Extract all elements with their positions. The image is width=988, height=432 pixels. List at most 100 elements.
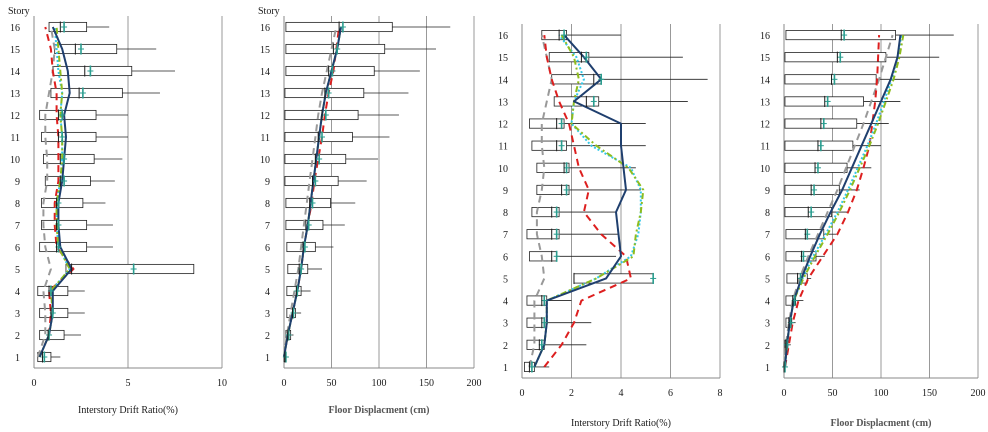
series-line bbox=[528, 34, 553, 368]
story-tick-label: 10 bbox=[260, 155, 270, 166]
series-line bbox=[283, 26, 342, 358]
panel-2: 0 50 100 150 20012345678910111213141516Story… bbox=[258, 6, 482, 416]
story-tick-label: 11 bbox=[498, 142, 508, 153]
box bbox=[573, 273, 654, 284]
story-tick-label: 15 bbox=[498, 53, 508, 64]
story-tick-label: 14 bbox=[10, 67, 20, 78]
series-line bbox=[283, 26, 338, 358]
x-tick-label: 5 bbox=[126, 378, 131, 389]
story-tick-label: 13 bbox=[498, 97, 508, 108]
series-line bbox=[38, 26, 75, 358]
story-tick-label: 10 bbox=[10, 155, 20, 166]
story-tick-label: 10 bbox=[498, 164, 508, 175]
x-axis-label: Interstory Drift Ratio(%) bbox=[78, 405, 178, 416]
story-tick-label: 12 bbox=[498, 120, 508, 131]
story-tick-label: 15 bbox=[10, 45, 20, 56]
series-line bbox=[38, 26, 73, 358]
box bbox=[39, 109, 97, 121]
story-tick-label: 4 bbox=[15, 287, 20, 298]
story-tick-label: 3 bbox=[265, 309, 270, 320]
box bbox=[285, 197, 331, 209]
x-tick-label: 50 bbox=[828, 388, 838, 399]
x-axis-label: Floor Displacment (cm) bbox=[329, 405, 430, 416]
series-line bbox=[283, 26, 341, 358]
story-tick-label: 12 bbox=[260, 111, 270, 122]
story-tick-label: 7 bbox=[765, 230, 770, 241]
story-tick-label: 1 bbox=[265, 353, 270, 364]
story-tick-label: 8 bbox=[503, 208, 508, 219]
story-tick-label: 11 bbox=[260, 133, 270, 144]
story-tick-label: 11 bbox=[760, 142, 770, 153]
story-tick-label: 9 bbox=[265, 177, 270, 188]
story-tick-label: 8 bbox=[765, 208, 770, 219]
story-tick-label: 6 bbox=[765, 252, 770, 263]
box bbox=[784, 74, 877, 85]
series-line bbox=[784, 34, 905, 367]
story-tick-label: 2 bbox=[15, 331, 20, 342]
story-tick-label: 3 bbox=[503, 319, 508, 330]
box bbox=[44, 175, 91, 187]
box bbox=[284, 175, 339, 187]
box bbox=[50, 87, 123, 99]
story-tick-label: 2 bbox=[503, 341, 508, 352]
story-tick-label: 15 bbox=[760, 53, 770, 64]
story-tick-label: 16 bbox=[260, 23, 270, 34]
story-tick-label: 5 bbox=[265, 265, 270, 276]
series-line bbox=[533, 34, 645, 368]
series-line bbox=[533, 34, 642, 368]
series-line bbox=[784, 34, 902, 367]
x-tick-label: 0 bbox=[782, 388, 787, 399]
story-tick-label: 3 bbox=[15, 309, 20, 320]
x-tick-label: 0 bbox=[282, 378, 287, 389]
story-tick-label: 8 bbox=[15, 199, 20, 210]
story-tick-label: 1 bbox=[765, 363, 770, 374]
box bbox=[43, 153, 95, 165]
story-tick-label: 7 bbox=[503, 230, 508, 241]
story-tick-label: 13 bbox=[760, 97, 770, 108]
story-tick-label: 4 bbox=[503, 297, 508, 308]
story-tick-label: 6 bbox=[503, 252, 508, 263]
box bbox=[531, 140, 567, 151]
story-tick-label: 3 bbox=[765, 319, 770, 330]
story-tick-label: 4 bbox=[765, 297, 770, 308]
story-tick-label: 10 bbox=[760, 164, 770, 175]
series-line bbox=[784, 34, 903, 367]
story-tick-label: 16 bbox=[760, 31, 770, 42]
story-tick-label: 14 bbox=[498, 75, 508, 86]
x-tick-label: 150 bbox=[419, 378, 434, 389]
y-axis-label: Story bbox=[258, 6, 280, 17]
x-tick-label: 8 bbox=[718, 388, 723, 399]
story-tick-label: 9 bbox=[15, 177, 20, 188]
series-line bbox=[36, 26, 56, 358]
story-tick-label: 6 bbox=[265, 243, 270, 254]
story-tick-label: 1 bbox=[503, 363, 508, 374]
box bbox=[48, 21, 88, 33]
x-tick-label: 0 bbox=[32, 378, 37, 389]
story-tick-label: 4 bbox=[265, 287, 270, 298]
story-tick-label: 7 bbox=[265, 221, 270, 232]
story-tick-label: 8 bbox=[265, 199, 270, 210]
series-line bbox=[533, 34, 627, 368]
story-tick-label: 6 bbox=[15, 243, 20, 254]
story-tick-label: 1 bbox=[15, 353, 20, 364]
x-tick-label: 2 bbox=[569, 388, 574, 399]
x-axis-label: Interstory Drift Ratio(%) bbox=[571, 418, 671, 429]
x-axis-label: Floor Displacment (cm) bbox=[831, 418, 932, 429]
x-tick-label: 200 bbox=[467, 378, 482, 389]
x-tick-label: 50 bbox=[327, 378, 337, 389]
x-tick-label: 200 bbox=[971, 388, 986, 399]
x-tick-label: 0 bbox=[520, 388, 525, 399]
panel-4: 0 50 100 150 20012345678910111213141516Floor… bbox=[760, 24, 986, 429]
y-axis-label: Story bbox=[8, 6, 30, 17]
story-tick-label: 5 bbox=[765, 274, 770, 285]
series-line bbox=[543, 34, 632, 368]
story-tick-label: 16 bbox=[498, 31, 508, 42]
story-tick-label: 15 bbox=[260, 45, 270, 56]
x-tick-label: 6 bbox=[668, 388, 673, 399]
box bbox=[41, 131, 97, 143]
x-tick-label: 100 bbox=[372, 378, 387, 389]
story-tick-label: 12 bbox=[10, 111, 20, 122]
